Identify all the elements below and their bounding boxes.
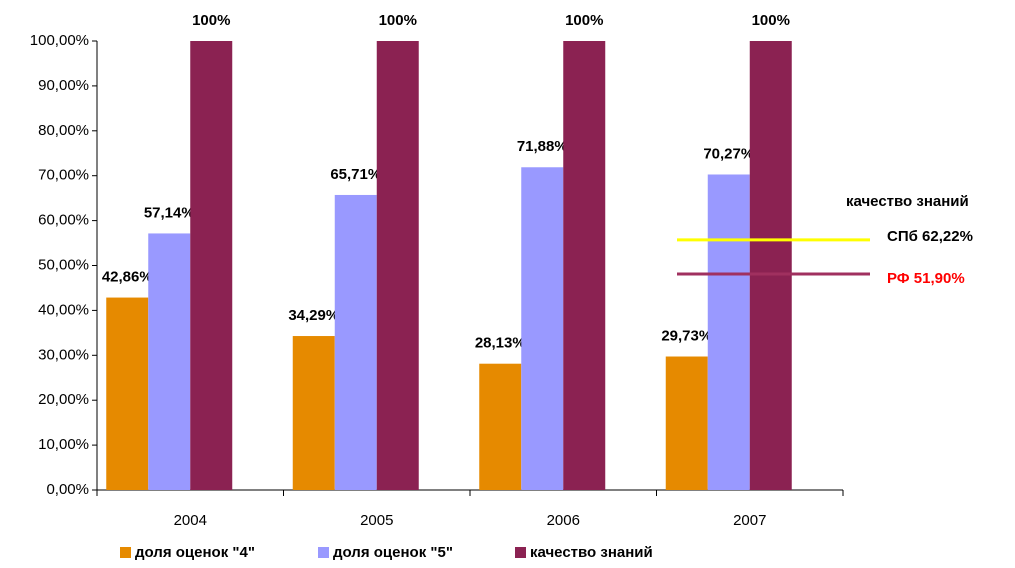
legend-label: доля оценок "4" — [135, 544, 255, 561]
value-label: 100% — [192, 12, 230, 29]
y-tick-label: 20,00% — [38, 391, 89, 408]
legend-swatch — [120, 547, 131, 558]
value-label: 70,27% — [703, 145, 754, 162]
x-tick-label: 2005 — [360, 512, 393, 529]
y-tick-label: 0,00% — [46, 481, 89, 498]
bar — [106, 297, 149, 490]
bar — [190, 41, 233, 490]
value-label: 71,88% — [517, 138, 568, 155]
bar — [521, 167, 564, 491]
value-label: 42,86% — [102, 269, 153, 286]
bar — [376, 41, 419, 490]
bar — [665, 356, 708, 490]
value-label: 34,29% — [288, 307, 339, 324]
y-tick-label: 90,00% — [38, 77, 89, 94]
value-label: 29,73% — [661, 327, 712, 344]
bar — [563, 41, 606, 490]
value-label: 100% — [379, 12, 417, 29]
value-label: 100% — [565, 12, 603, 29]
y-tick-label: 70,00% — [38, 167, 89, 184]
bar — [749, 41, 792, 490]
annotation: РФ 51,90% — [887, 270, 965, 287]
bar — [479, 363, 522, 490]
legend-swatch — [515, 547, 526, 558]
value-label: 100% — [752, 12, 790, 29]
y-tick-label: 80,00% — [38, 122, 89, 139]
legend-label: качество знаний — [530, 544, 653, 561]
bar — [334, 194, 377, 490]
bar — [707, 174, 750, 490]
legend-swatch — [318, 547, 329, 558]
value-label: 65,71% — [330, 166, 381, 183]
y-tick-label: 40,00% — [38, 301, 89, 318]
annotation: качество знаний — [846, 193, 969, 210]
bar — [292, 336, 335, 490]
bar — [148, 233, 191, 490]
y-tick-label: 50,00% — [38, 256, 89, 273]
x-tick-label: 2007 — [733, 512, 766, 529]
x-tick-label: 2006 — [547, 512, 580, 529]
value-label: 28,13% — [475, 335, 526, 352]
y-tick-label: 60,00% — [38, 212, 89, 229]
legend-label: доля оценок "5" — [333, 544, 453, 561]
value-label: 57,14% — [144, 204, 195, 221]
y-tick-label: 10,00% — [38, 436, 89, 453]
annotation: СПб 62,22% — [887, 228, 973, 245]
y-tick-label: 100,00% — [30, 32, 89, 49]
x-tick-label: 2004 — [174, 512, 207, 529]
y-tick-label: 30,00% — [38, 346, 89, 363]
